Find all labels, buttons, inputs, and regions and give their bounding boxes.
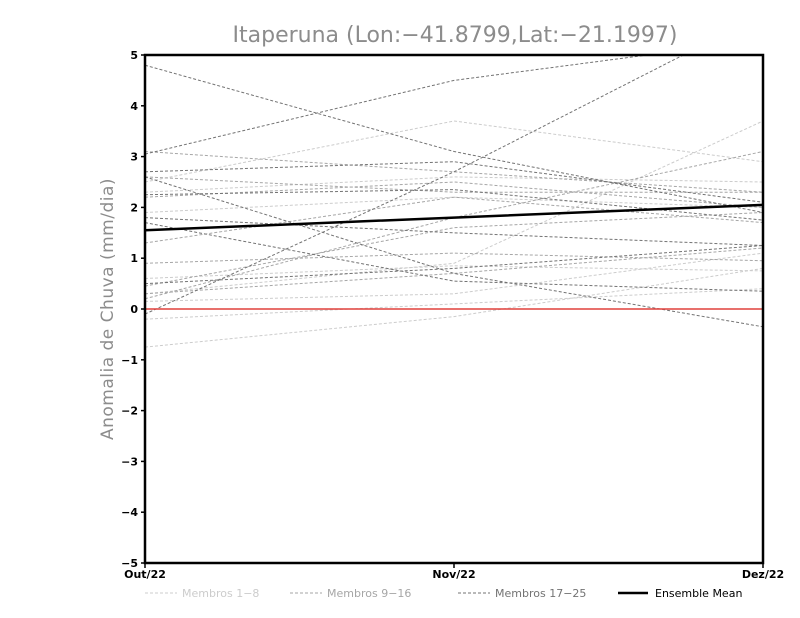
- x-tick-label: Dez/22: [742, 568, 784, 581]
- x-tick-label: Out/22: [124, 568, 166, 581]
- series-line-m20: [145, 161, 763, 203]
- series-line-m13: [145, 151, 763, 300]
- chart-title: Itaperuna (Lon:−41.8799,Lat:−21.1997): [233, 23, 678, 48]
- x-tick-label: Nov/22: [432, 568, 475, 581]
- y-tick-label: 1: [130, 252, 138, 265]
- y-tick-label: −5: [121, 557, 138, 570]
- legend-label: Ensemble Mean: [655, 587, 742, 600]
- series-line-m14: [145, 252, 763, 264]
- series-line-m3: [145, 120, 763, 295]
- series-lines: [145, 55, 763, 348]
- y-tick-label: 0: [130, 303, 138, 316]
- series-line-m18: [145, 55, 652, 155]
- y-axis-label: Anomalia de Chuva (mm/dia): [98, 178, 118, 440]
- series-line-m8: [145, 265, 763, 279]
- y-tick-label: 2: [130, 201, 138, 214]
- series-line-m6: [145, 288, 763, 320]
- series-line-m1: [145, 120, 763, 183]
- series-group-2: [145, 151, 763, 300]
- legend-label: Membros 17−25: [495, 587, 586, 600]
- ensemble-mean-line: [145, 203, 763, 232]
- y-tick-label: −3: [121, 455, 138, 468]
- series-line-m23: [145, 245, 763, 285]
- series-group-1: [145, 120, 763, 348]
- series-line-m10: [145, 181, 763, 208]
- legend: Membros 1−8 Membros 9−16 Membros 17−25 Ense…: [145, 587, 742, 600]
- y-tick-label: −2: [121, 405, 138, 418]
- series-line-m11: [145, 212, 763, 287]
- series-line-m22: [145, 55, 685, 315]
- y-tick-label: 3: [130, 151, 138, 164]
- series-line-m5: [145, 252, 763, 302]
- y-tick-label: 5: [130, 49, 138, 62]
- series-line-m21: [145, 217, 763, 246]
- y-tick-label: −1: [121, 354, 138, 367]
- series-group-3: [145, 55, 763, 328]
- series-line-m9: [145, 151, 763, 193]
- series-line-m15: [145, 247, 763, 295]
- series-line-m2: [145, 267, 763, 348]
- series-line-m17: [145, 64, 763, 213]
- y-tick-label: −4: [121, 506, 138, 519]
- legend-label: Membros 1−8: [182, 587, 259, 600]
- series-line-m4: [145, 196, 763, 213]
- series-line-m7: [145, 176, 763, 193]
- series-line-m25: [145, 222, 763, 292]
- series-line-m12: [145, 196, 763, 244]
- y-tick-label: 4: [130, 100, 138, 113]
- legend-label: Membros 9−16: [327, 587, 411, 600]
